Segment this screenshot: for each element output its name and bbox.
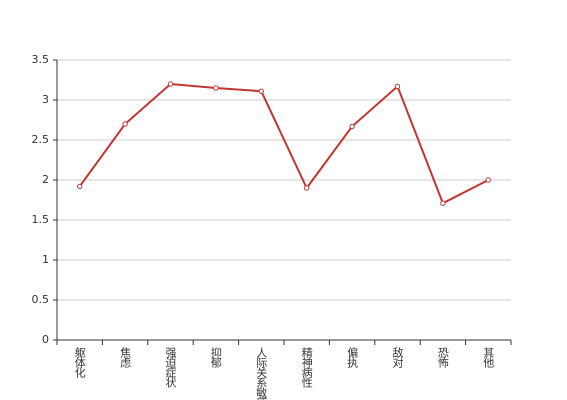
point [394,83,401,90]
point [167,81,174,87]
x-tick-label: 敌对 [391,346,404,368]
y-tick-label: 2.5 [32,133,50,146]
point [440,200,446,206]
y-tick-label: 2 [42,173,49,186]
line [78,82,489,205]
x-tick-label: 躯体化 [73,347,86,379]
x-tick-label: 精神病性 [300,347,313,389]
y-tick-label: 3.5 [32,53,50,66]
point [77,183,83,190]
y-tick-label: 0.5 [32,293,50,306]
x-tick-label: 抑郁 [209,346,222,368]
x-tick-label: 强迫症状 [164,347,177,388]
x-tick-label: 其他 [482,347,495,368]
y-tick-label: 3 [42,93,49,106]
y-tick-label: 1.5 [32,213,50,226]
point [485,177,491,183]
x-tick-label: 焦虑 [119,347,132,368]
x-tick-label: 人际关系敏感 [255,347,268,400]
point [213,85,219,91]
y-tick-label: 0 [42,333,49,346]
point [122,121,128,127]
point [349,123,355,130]
point [258,88,264,94]
y-tick-label: 1 [42,253,49,266]
point [304,185,310,191]
x-tick-label: 恐怖 [436,347,449,368]
x-tick-label: 偏执 [346,346,359,369]
